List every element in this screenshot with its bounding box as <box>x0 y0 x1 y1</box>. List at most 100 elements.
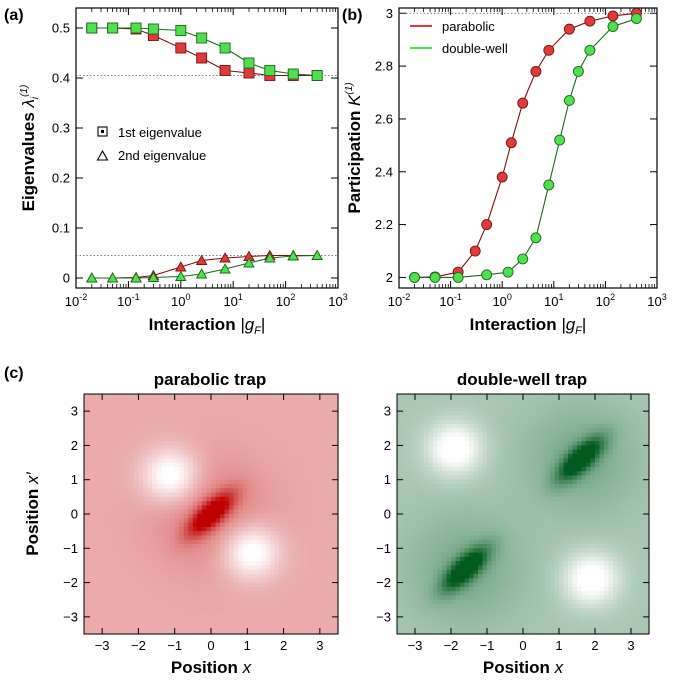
heatmap-cell <box>315 501 321 507</box>
heatmap-cell <box>265 475 271 481</box>
heatmap-cell <box>319 458 325 464</box>
panel-b-point-circle-double_well <box>572 65 584 77</box>
heatmap-cell <box>111 475 117 481</box>
heatmap-cell <box>397 578 403 584</box>
heatmap-cell <box>415 556 421 562</box>
heatmap-cell <box>292 509 298 515</box>
heatmap-cell <box>451 441 457 447</box>
heatmap-cell <box>319 505 325 511</box>
heatmap-cell <box>124 411 130 417</box>
heatmap-cell <box>505 462 511 468</box>
heatmap-cell <box>211 531 217 537</box>
heatmap-cell <box>147 565 153 571</box>
heatmap-cell <box>251 505 257 511</box>
heatmap-cell <box>201 595 208 601</box>
heatmap-cell <box>319 462 325 468</box>
heatmap-cell <box>428 556 434 562</box>
heatmap-cell <box>487 578 493 584</box>
heatmap-cell <box>292 552 298 558</box>
heatmap-cell <box>469 561 475 567</box>
heatmap-cell <box>220 462 226 468</box>
heatmap-cell <box>251 449 257 455</box>
heatmap-cell <box>446 428 452 434</box>
heatmap-cell <box>247 458 253 464</box>
heatmap-cell <box>211 621 217 627</box>
heatmap-cell <box>102 428 108 434</box>
heatmap-cell <box>147 544 153 549</box>
heatmap-cell <box>406 501 412 507</box>
heatmap-cell <box>129 466 135 472</box>
heatmap-cell <box>124 505 130 511</box>
heatmap-cell <box>406 462 412 468</box>
heatmap-cell <box>242 484 248 489</box>
heatmap-cell <box>156 436 162 442</box>
panel-b-point-circle-double_well <box>631 13 642 25</box>
heatmap-cell <box>102 522 108 528</box>
heatmap-cell <box>251 569 257 575</box>
heatmap-cell <box>437 586 443 592</box>
heatmap-cell <box>442 548 448 554</box>
heatmap-cell <box>238 484 244 489</box>
heatmap-cell <box>224 415 230 421</box>
heatmap-cell <box>397 394 403 399</box>
heatmap-cell <box>310 556 316 562</box>
heatmap-cell <box>124 552 130 558</box>
heatmap-cell <box>478 582 484 588</box>
heatmap-cell <box>120 548 126 554</box>
heatmap-cell <box>410 492 416 498</box>
heatmap-cell <box>514 479 520 485</box>
heatmap-cell <box>197 552 203 558</box>
heatmap-cell <box>111 625 117 631</box>
heatmap-cell <box>310 629 316 635</box>
heatmap-cell <box>410 406 416 412</box>
heatmap-cell <box>505 484 511 489</box>
heatmap-cell <box>306 556 312 562</box>
heatmap-cell <box>242 556 248 562</box>
heatmap-cell <box>487 526 493 532</box>
heatmap-cell <box>106 402 112 408</box>
heatmap-cell <box>315 569 321 575</box>
heatmap-cell <box>324 569 330 575</box>
heatmap-cell <box>269 616 276 622</box>
heatmap-cell <box>242 501 248 507</box>
heatmap-cell <box>442 424 448 429</box>
heatmap-cell <box>283 616 289 622</box>
heatmap-cell <box>324 509 330 515</box>
heatmap-cell <box>211 471 217 477</box>
heatmap-cell <box>269 514 276 519</box>
heatmap-cell <box>174 411 180 417</box>
panel-b-ylabel: Participation K(1) <box>344 82 364 213</box>
heatmap-cell <box>419 424 425 429</box>
heatmap-cell <box>288 578 294 584</box>
heatmap-cell <box>401 398 407 404</box>
heatmap-cell <box>283 612 289 618</box>
heatmap-cell <box>487 441 493 447</box>
heatmap-cell <box>233 565 239 571</box>
heatmap-cell <box>120 411 126 417</box>
heatmap-cell <box>115 428 121 434</box>
heatmap-cell <box>106 509 112 515</box>
heatmap-cell <box>401 419 407 425</box>
heatmap-cell <box>106 475 112 481</box>
heatmap-cell <box>129 518 135 524</box>
heatmap-cell <box>229 565 235 571</box>
heatmap-cell <box>124 441 130 447</box>
heatmap-cell <box>505 604 511 609</box>
heatmap-cell <box>165 616 171 622</box>
heatmap-cell <box>324 428 330 434</box>
heatmap-cell <box>269 441 276 447</box>
heatmap-cell <box>179 569 185 575</box>
heatmap-cell <box>401 621 407 627</box>
heatmap-cell <box>192 436 198 442</box>
heatmap-cell <box>283 449 289 455</box>
heatmap-cell <box>455 595 461 601</box>
heatmap-cell <box>487 608 493 614</box>
heatmap-cell <box>120 599 126 605</box>
heatmap-cell <box>473 604 479 609</box>
heatmap-cell <box>170 518 176 524</box>
heatmap-cell <box>482 458 488 464</box>
heatmap-cell <box>251 578 257 584</box>
heatmap-cell <box>269 458 276 464</box>
heatmap-cell <box>142 514 149 519</box>
heatmap-cell <box>315 415 321 421</box>
